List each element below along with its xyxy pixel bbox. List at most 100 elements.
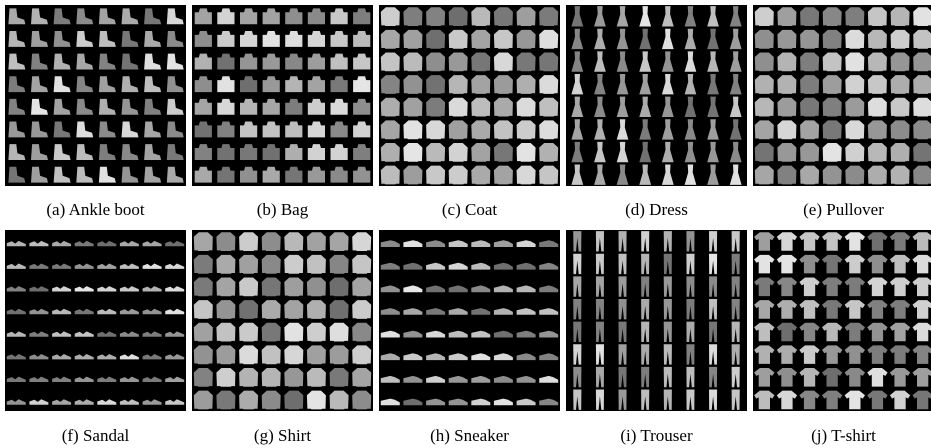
sample-image	[777, 53, 796, 72]
sample-image	[381, 166, 400, 185]
sample-image	[755, 166, 774, 185]
sample-image	[330, 323, 349, 342]
sample-image	[913, 75, 931, 94]
sample-image	[868, 98, 887, 117]
sample-image	[381, 98, 400, 117]
sample-image	[403, 75, 422, 94]
sample-image	[449, 143, 468, 162]
sample-image	[216, 255, 235, 274]
sample-image	[539, 53, 558, 72]
sample-image	[891, 143, 910, 162]
sample-image	[800, 53, 819, 72]
sample-image	[494, 120, 513, 139]
sample-image	[403, 7, 422, 26]
sample-image	[823, 143, 842, 162]
sample-image	[307, 232, 326, 251]
sample-image	[800, 143, 819, 162]
sample-image	[449, 166, 468, 185]
sample-image	[239, 278, 258, 297]
caption: (d) Dress	[625, 200, 688, 219]
sample-image	[307, 391, 326, 410]
sample-image	[471, 98, 490, 117]
sample-image	[284, 278, 303, 297]
sample-image	[891, 98, 910, 117]
sample-image	[403, 30, 422, 49]
sample-image	[307, 255, 326, 274]
sample-image	[913, 120, 931, 139]
sample-image	[352, 278, 371, 297]
sample-image	[845, 166, 864, 185]
sample-image	[352, 300, 371, 319]
sample-image	[403, 143, 422, 162]
sample-image	[755, 98, 774, 117]
sample-image	[403, 53, 422, 72]
sample-image	[403, 120, 422, 139]
sample-image	[891, 166, 910, 185]
sample-image	[352, 323, 371, 342]
sample-image	[539, 120, 558, 139]
sample-image	[517, 98, 536, 117]
sample-image	[494, 143, 513, 162]
sample-image	[755, 53, 774, 72]
sample-image	[800, 120, 819, 139]
caption: (g) Shirt	[254, 426, 311, 445]
caption: (c) Coat	[442, 200, 498, 219]
figure: (a) Ankle boot(b) Bag(c) Coat(d) Dress(e…	[0, 0, 931, 448]
sample-image	[262, 232, 281, 251]
sample-image	[891, 30, 910, 49]
sample-image	[823, 166, 842, 185]
sample-image	[307, 368, 326, 387]
sample-image	[239, 391, 258, 410]
sample-image	[307, 323, 326, 342]
sample-image	[239, 300, 258, 319]
sample-image	[449, 53, 468, 72]
sample-image	[777, 143, 796, 162]
sample-image	[284, 391, 303, 410]
sample-image	[891, 7, 910, 26]
sample-image	[307, 278, 326, 297]
sample-image	[471, 7, 490, 26]
sample-image	[800, 7, 819, 26]
sample-image	[284, 300, 303, 319]
sample-image	[845, 120, 864, 139]
caption: (i) Trouser	[620, 426, 693, 445]
sample-image	[800, 98, 819, 117]
sample-image	[426, 98, 445, 117]
sample-image	[449, 75, 468, 94]
sample-image	[891, 75, 910, 94]
sample-image	[539, 75, 558, 94]
sample-image	[216, 323, 235, 342]
sample-image	[426, 53, 445, 72]
sample-image	[381, 120, 400, 139]
sample-image	[216, 300, 235, 319]
sample-image	[194, 232, 213, 251]
caption: (j) T-shirt	[811, 426, 876, 445]
sample-image	[471, 30, 490, 49]
subfigure: (d) Dress	[566, 5, 747, 219]
sample-image	[845, 143, 864, 162]
sample-image	[194, 255, 213, 274]
sample-image	[262, 345, 281, 364]
sample-image	[194, 368, 213, 387]
sample-grid	[379, 230, 560, 411]
sample-image	[913, 53, 931, 72]
sample-image	[913, 143, 931, 162]
sample-image	[539, 30, 558, 49]
sample-image	[494, 30, 513, 49]
sample-image	[216, 232, 235, 251]
sample-image	[381, 30, 400, 49]
sample-image	[777, 120, 796, 139]
sample-image	[426, 7, 445, 26]
sample-image	[539, 166, 558, 185]
sample-image	[352, 345, 371, 364]
sample-image	[494, 75, 513, 94]
sample-image	[381, 53, 400, 72]
sample-image	[539, 7, 558, 26]
sample-image	[239, 232, 258, 251]
sample-image	[868, 30, 887, 49]
caption: (h) Sneaker	[430, 426, 509, 445]
sample-image	[307, 300, 326, 319]
sample-image	[845, 53, 864, 72]
sample-image	[284, 323, 303, 342]
sample-image	[194, 345, 213, 364]
